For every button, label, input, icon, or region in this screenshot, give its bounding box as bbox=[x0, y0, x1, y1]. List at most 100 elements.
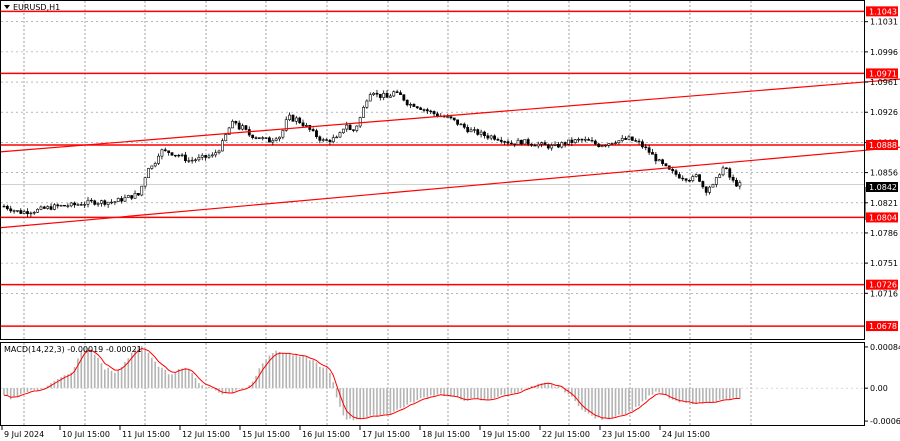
candle-body bbox=[382, 92, 386, 98]
candle-body bbox=[19, 210, 23, 214]
candle-body bbox=[429, 110, 433, 113]
x-tick-label: 17 Jul 15:00 bbox=[362, 430, 410, 439]
candle-body bbox=[194, 159, 197, 161]
candle-body bbox=[170, 152, 174, 156]
candle-body bbox=[106, 201, 110, 205]
candle-body bbox=[728, 168, 732, 178]
x-tick-label: 22 Jul 15:00 bbox=[542, 430, 590, 439]
candle-body bbox=[368, 94, 372, 102]
candle-body bbox=[590, 140, 594, 142]
candle-body bbox=[698, 174, 701, 182]
candle-body bbox=[556, 143, 560, 148]
support-resistance-levels bbox=[1, 10, 864, 327]
candle-body bbox=[163, 149, 167, 152]
candle-body bbox=[362, 107, 365, 118]
candle-body bbox=[399, 92, 402, 95]
candle-body bbox=[116, 198, 120, 202]
candle-body bbox=[509, 142, 513, 145]
candle-body bbox=[288, 114, 292, 121]
candle-body bbox=[580, 138, 584, 141]
candle-body bbox=[664, 163, 668, 167]
level-tag-box bbox=[866, 68, 898, 79]
candle-body bbox=[210, 154, 214, 157]
candle-body bbox=[610, 143, 614, 145]
candle-body bbox=[486, 135, 490, 139]
candle-body bbox=[86, 199, 90, 205]
x-tick-label: 24 Jul 15:00 bbox=[662, 430, 710, 439]
macd-signal-line bbox=[3, 347, 740, 420]
candle-body bbox=[466, 126, 470, 133]
candle-body bbox=[341, 128, 345, 133]
candle-body bbox=[365, 100, 369, 108]
candle-body bbox=[257, 137, 261, 139]
candle-body bbox=[634, 140, 638, 142]
candle-body bbox=[516, 139, 520, 145]
candle-body bbox=[204, 155, 208, 158]
candle-body bbox=[268, 137, 271, 143]
candle-body bbox=[704, 186, 708, 193]
y-tick-label: 1.0926 bbox=[870, 108, 898, 117]
candle-body bbox=[39, 206, 43, 210]
x-tick-label: 23 Jul 15:00 bbox=[602, 430, 650, 439]
candle-body bbox=[83, 204, 87, 206]
candle-body bbox=[22, 211, 26, 214]
candle-body bbox=[600, 145, 604, 148]
candle-body bbox=[143, 177, 147, 187]
candle-body bbox=[526, 139, 530, 145]
candle-body bbox=[100, 200, 103, 204]
candle-body bbox=[412, 104, 416, 107]
candle-body bbox=[294, 117, 298, 122]
x-tick-label: 18 Jul 15:00 bbox=[422, 430, 470, 439]
x-tick-label: 11 Jul 15:00 bbox=[122, 430, 170, 439]
candle-body bbox=[627, 136, 631, 140]
candle-body bbox=[530, 143, 533, 146]
candle-body bbox=[657, 159, 661, 162]
macd-y-tick-label: 0.00 bbox=[870, 384, 888, 393]
candle-body bbox=[714, 177, 718, 185]
level-tag-label: 1.1043 bbox=[869, 7, 897, 16]
level-tag-label: 1.0678 bbox=[869, 322, 897, 331]
candle-body bbox=[42, 206, 46, 209]
candle-body bbox=[614, 142, 617, 144]
y-tick-label: 1.1031 bbox=[870, 18, 898, 27]
candle-body bbox=[345, 124, 349, 130]
candle-body bbox=[388, 95, 392, 98]
candle-body bbox=[49, 206, 53, 210]
level-tag-box bbox=[866, 212, 898, 223]
candle-body bbox=[184, 154, 187, 162]
candle-body bbox=[425, 109, 429, 112]
channel-line[interactable] bbox=[0, 107, 900, 229]
candle-body bbox=[153, 163, 157, 167]
y-tick-label: 1.0716 bbox=[870, 289, 898, 298]
candle-body bbox=[630, 136, 634, 141]
candle-body bbox=[647, 147, 651, 153]
candle-body bbox=[56, 204, 60, 207]
candle-body bbox=[59, 204, 63, 207]
candle-body bbox=[577, 138, 580, 141]
candle-body bbox=[89, 199, 93, 202]
channel-line[interactable] bbox=[0, 47, 900, 153]
macd-axis: 0.00084 0.00 -0.00067 bbox=[864, 343, 900, 426]
candle-body bbox=[523, 139, 527, 145]
candle-body bbox=[499, 139, 503, 142]
candle-body bbox=[419, 107, 423, 110]
candle-body bbox=[358, 117, 362, 127]
candle-body bbox=[214, 152, 218, 156]
candle-body bbox=[315, 130, 318, 138]
candle-body bbox=[617, 140, 621, 144]
candle-body bbox=[724, 167, 728, 169]
candle-body bbox=[190, 159, 194, 162]
candle-body bbox=[348, 124, 352, 131]
chevron-down-icon[interactable] bbox=[4, 5, 10, 9]
candle-body bbox=[378, 93, 382, 98]
candle-body bbox=[583, 139, 587, 141]
candle-body bbox=[503, 141, 507, 143]
candle-body bbox=[103, 200, 107, 205]
candle-body bbox=[123, 197, 127, 202]
candle-body bbox=[402, 94, 406, 101]
candle-body bbox=[298, 117, 302, 124]
candle-body bbox=[708, 186, 712, 193]
candle-body bbox=[200, 155, 204, 158]
candle-body bbox=[472, 129, 476, 131]
candle-body bbox=[150, 165, 154, 169]
